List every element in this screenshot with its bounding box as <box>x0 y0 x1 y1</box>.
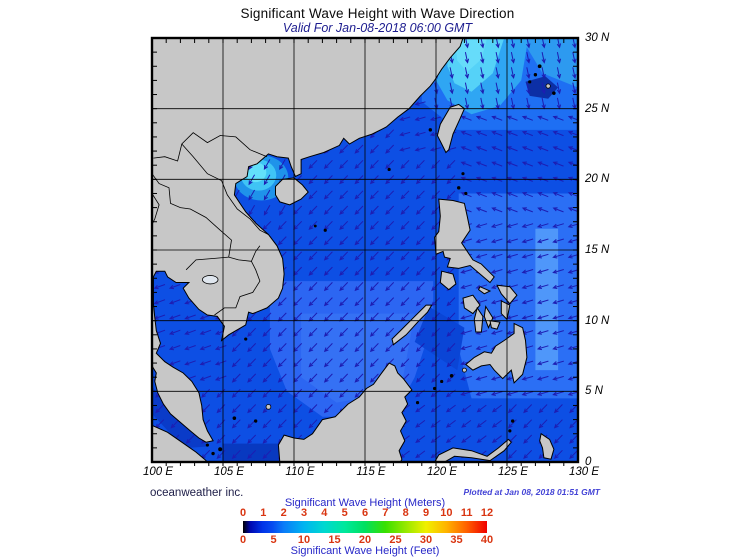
island <box>449 373 454 378</box>
x-axis-label: 115 E <box>356 466 386 478</box>
legend-tick-label: 8 <box>402 507 409 519</box>
legend-tick-label: 12 <box>480 507 494 519</box>
country-border <box>153 132 268 162</box>
island <box>313 224 317 228</box>
legend-tick-label: 10 <box>440 507 453 519</box>
land-mass <box>434 438 512 462</box>
legend-tick-label: 0 <box>239 534 247 546</box>
legend-tick-label: 5 <box>341 507 348 519</box>
y-axis-label: 10 N <box>585 314 610 327</box>
y-axis-label: 5 N <box>585 385 603 398</box>
land-mass <box>489 320 501 330</box>
land-mass <box>275 177 309 206</box>
land-layer <box>152 38 556 462</box>
island <box>533 73 538 77</box>
legend-tick-label: 6 <box>361 507 369 519</box>
legend-tick-label: 5 <box>270 534 277 546</box>
legend-tick-label: 40 <box>480 534 494 546</box>
lake <box>202 275 219 285</box>
legend-color-bar <box>243 521 487 533</box>
country-border <box>181 143 269 235</box>
legend-tick-label: 7 <box>382 507 389 519</box>
legend-title-feet: Significant Wave Height (Feet) <box>290 545 440 557</box>
country-border <box>214 261 261 316</box>
legend-tick-label: 20 <box>358 534 372 546</box>
island <box>464 191 468 196</box>
island <box>232 416 237 420</box>
y-axis-label: 0 <box>585 456 592 468</box>
land-mass <box>391 304 433 346</box>
x-axis-label: 125 E <box>497 466 529 478</box>
legend-tick-label: 10 <box>297 534 311 546</box>
island <box>457 186 461 190</box>
island <box>432 386 437 391</box>
legend-tick-label: 3 <box>300 507 308 519</box>
x-axis-label: 130 E <box>568 466 600 478</box>
legend-tick-label: 2 <box>280 507 287 519</box>
island <box>244 337 248 341</box>
credit-text: oceanweather inc. <box>150 487 244 499</box>
y-axis-label: 30 N <box>585 32 610 44</box>
island <box>508 429 512 433</box>
island <box>461 172 465 176</box>
land-mass <box>477 286 492 295</box>
legend-tick-label: 30 <box>419 534 433 546</box>
x-axis-label: 105 E <box>213 466 245 478</box>
land-mass <box>539 432 555 460</box>
land-mass <box>473 306 484 333</box>
land-mass <box>439 270 457 291</box>
island <box>205 443 209 447</box>
island <box>218 447 223 452</box>
x-axis-label: 120 E <box>426 466 458 478</box>
map-frame <box>150 36 580 464</box>
legend-tick-label: 9 <box>422 507 430 519</box>
grid-lines <box>152 38 578 462</box>
land-mass <box>465 322 528 384</box>
island <box>323 228 327 232</box>
island <box>387 167 391 172</box>
legend-tick-label: 11 <box>460 507 473 519</box>
legend-tick-label: 0 <box>239 507 247 519</box>
land-mass <box>152 424 209 462</box>
country-border <box>185 256 229 271</box>
island <box>537 64 542 69</box>
island <box>510 419 515 423</box>
y-axis-label: 25 N <box>585 102 610 115</box>
legend-tick-label: 35 <box>450 534 463 546</box>
island <box>440 379 444 384</box>
valid-time-subtitle: Valid For Jan-08-2018 06:00 GMT <box>282 21 473 35</box>
island <box>528 80 532 84</box>
land-mass <box>277 362 413 462</box>
y-axis-label: 15 N <box>585 244 610 256</box>
island <box>428 128 433 132</box>
island <box>253 419 258 423</box>
land-mass <box>436 103 466 154</box>
island <box>552 91 556 95</box>
island <box>211 451 215 456</box>
country-border <box>152 173 261 262</box>
y-axis-label: 20 N <box>585 173 610 186</box>
land-mass <box>152 38 464 443</box>
legend-tick-label: 4 <box>321 507 328 519</box>
land-mass <box>434 198 495 284</box>
plotted-timestamp: Plotted at Jan 08, 2018 01:51 GMT <box>463 487 600 497</box>
legend-title-meters: Significant Wave Height (Meters) <box>284 497 446 509</box>
x-axis-label: 110 E <box>285 466 315 478</box>
page-title: Significant Wave Height with Wave Direct… <box>240 6 515 21</box>
legend-tick-label: 1 <box>260 507 267 519</box>
island <box>265 404 272 410</box>
x-axis-label: 100 E <box>142 466 174 478</box>
legend-tick-label: 15 <box>328 534 341 546</box>
island <box>461 367 467 373</box>
legend-tick-label: 25 <box>389 534 402 546</box>
island <box>545 83 551 89</box>
island <box>415 401 420 405</box>
